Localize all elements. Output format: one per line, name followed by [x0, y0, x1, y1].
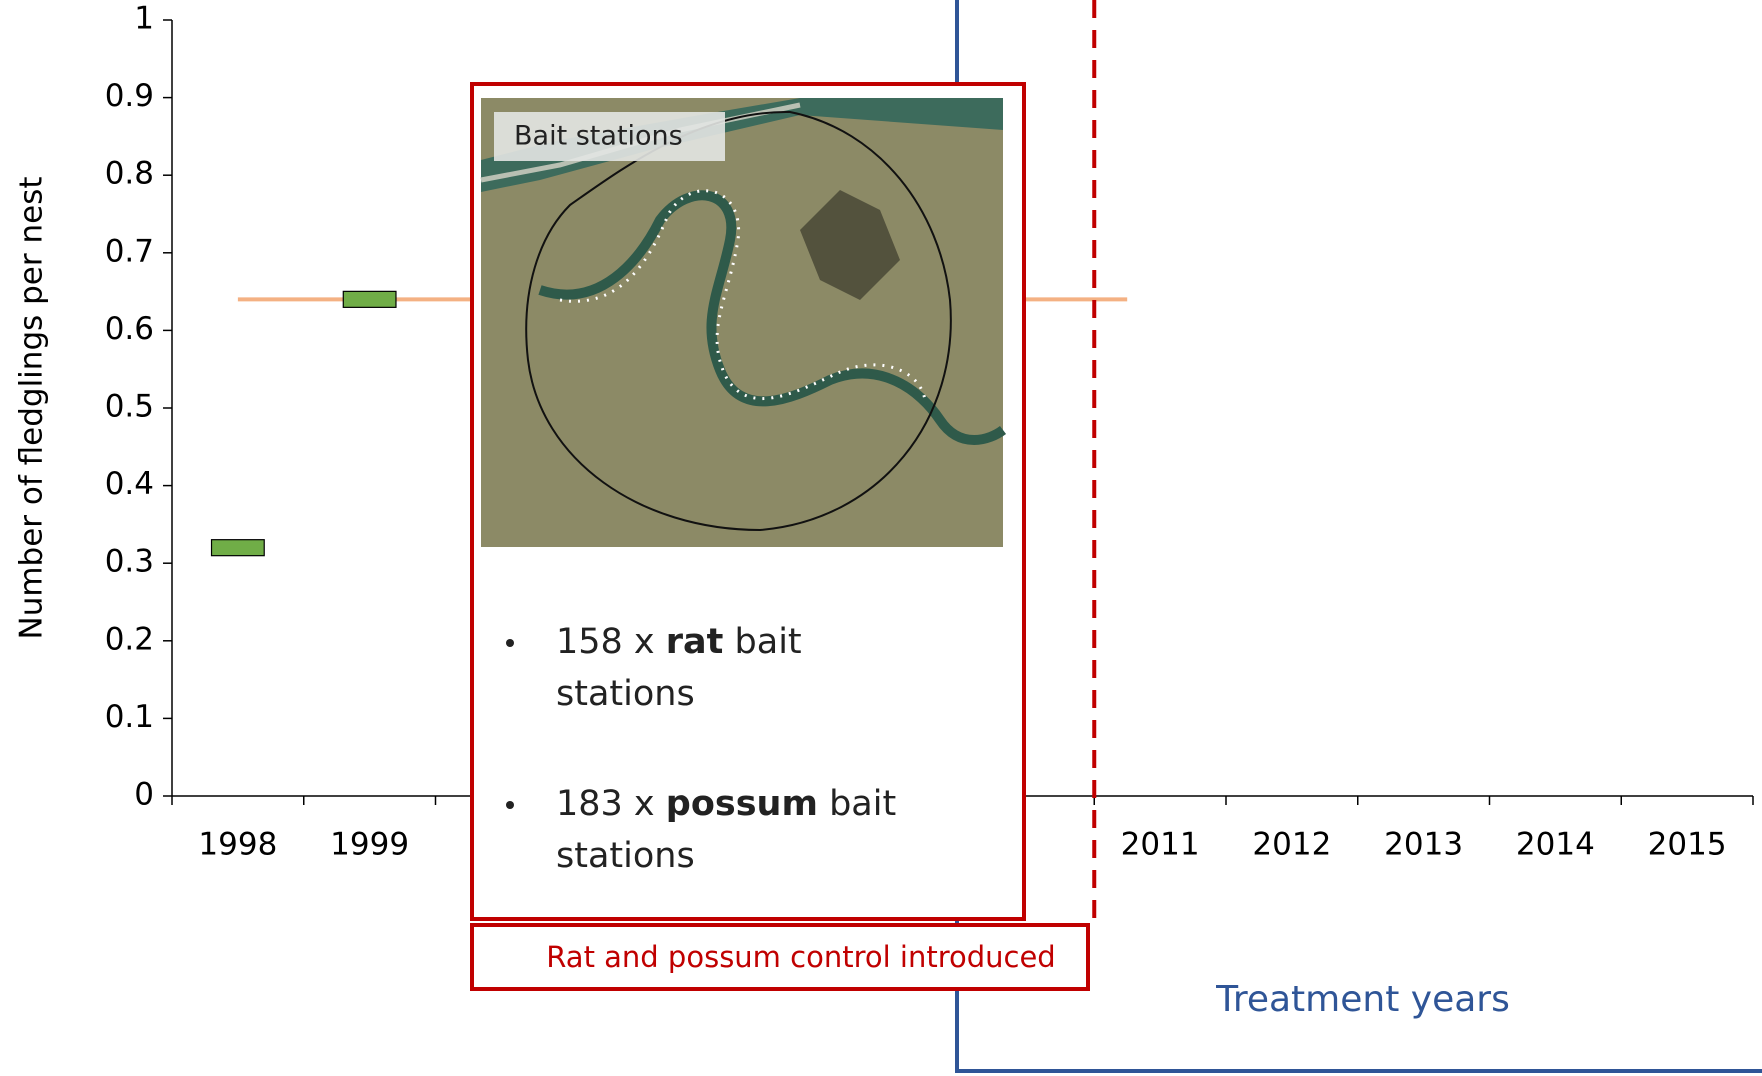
x-tick-label: 1999 — [330, 827, 409, 863]
treatment-label: Treatment years — [1215, 979, 1510, 1020]
bullet-dot — [506, 801, 514, 809]
y-tick-label: 0.9 — [105, 78, 154, 114]
bullet-bold: possum — [666, 784, 818, 824]
map-label: Bait stations — [514, 121, 683, 152]
y-axis-label: Number of fledglings per nest — [14, 176, 50, 639]
y-tick-label: 0.8 — [105, 156, 154, 192]
y-tick-label: 0.6 — [105, 311, 154, 347]
x-tick-label: 2011 — [1121, 827, 1200, 863]
y-tick-label: 0.7 — [105, 233, 154, 269]
bullet-dot — [506, 639, 514, 647]
x-tick-label: 2014 — [1516, 827, 1595, 863]
caption: Rat and possum control introduced — [546, 940, 1055, 974]
bullet-text: 183 x possum bait — [556, 784, 896, 824]
chart: Number of fledglings per nest 0 0.1 0.2 0.3… — [0, 0, 1762, 1076]
y-tick-label: 0.5 — [105, 389, 154, 425]
bullet-suffix: bait — [723, 622, 801, 662]
y-tick-label: 0.2 — [105, 621, 154, 657]
page: Number of fledglings per nest 0 0.1 0.2 0.3… — [0, 0, 1762, 1076]
bullet-prefix: 183 x — [556, 784, 666, 824]
bar — [212, 540, 265, 556]
map-image: Bait stations — [481, 98, 1003, 547]
y-tick-label: 0.3 — [105, 544, 154, 580]
bullet-continuation: stations — [556, 836, 695, 876]
bullet-bold: rat — [666, 622, 724, 662]
x-tick-label: 2012 — [1252, 827, 1331, 863]
x-tick-label: 2015 — [1648, 827, 1727, 863]
y-tick-label: 0.4 — [105, 466, 154, 502]
bar — [343, 291, 396, 307]
bullet-suffix: bait — [818, 784, 896, 824]
bullet-prefix: 158 x — [556, 622, 666, 662]
bullet-continuation: stations — [556, 674, 695, 714]
x-tick-label: 2013 — [1384, 827, 1463, 863]
inset: Bait stations 158 x rat bait stations 183 … — [472, 84, 1088, 989]
x-tick-label: 1998 — [198, 827, 277, 863]
y-tick-label: 0 — [134, 777, 154, 813]
bullet-text: 158 x rat bait — [556, 622, 802, 662]
y-tick-label: 1 — [134, 1, 154, 37]
treatment-bracket — [957, 0, 1762, 1071]
y-tick-label: 0.1 — [105, 699, 154, 735]
